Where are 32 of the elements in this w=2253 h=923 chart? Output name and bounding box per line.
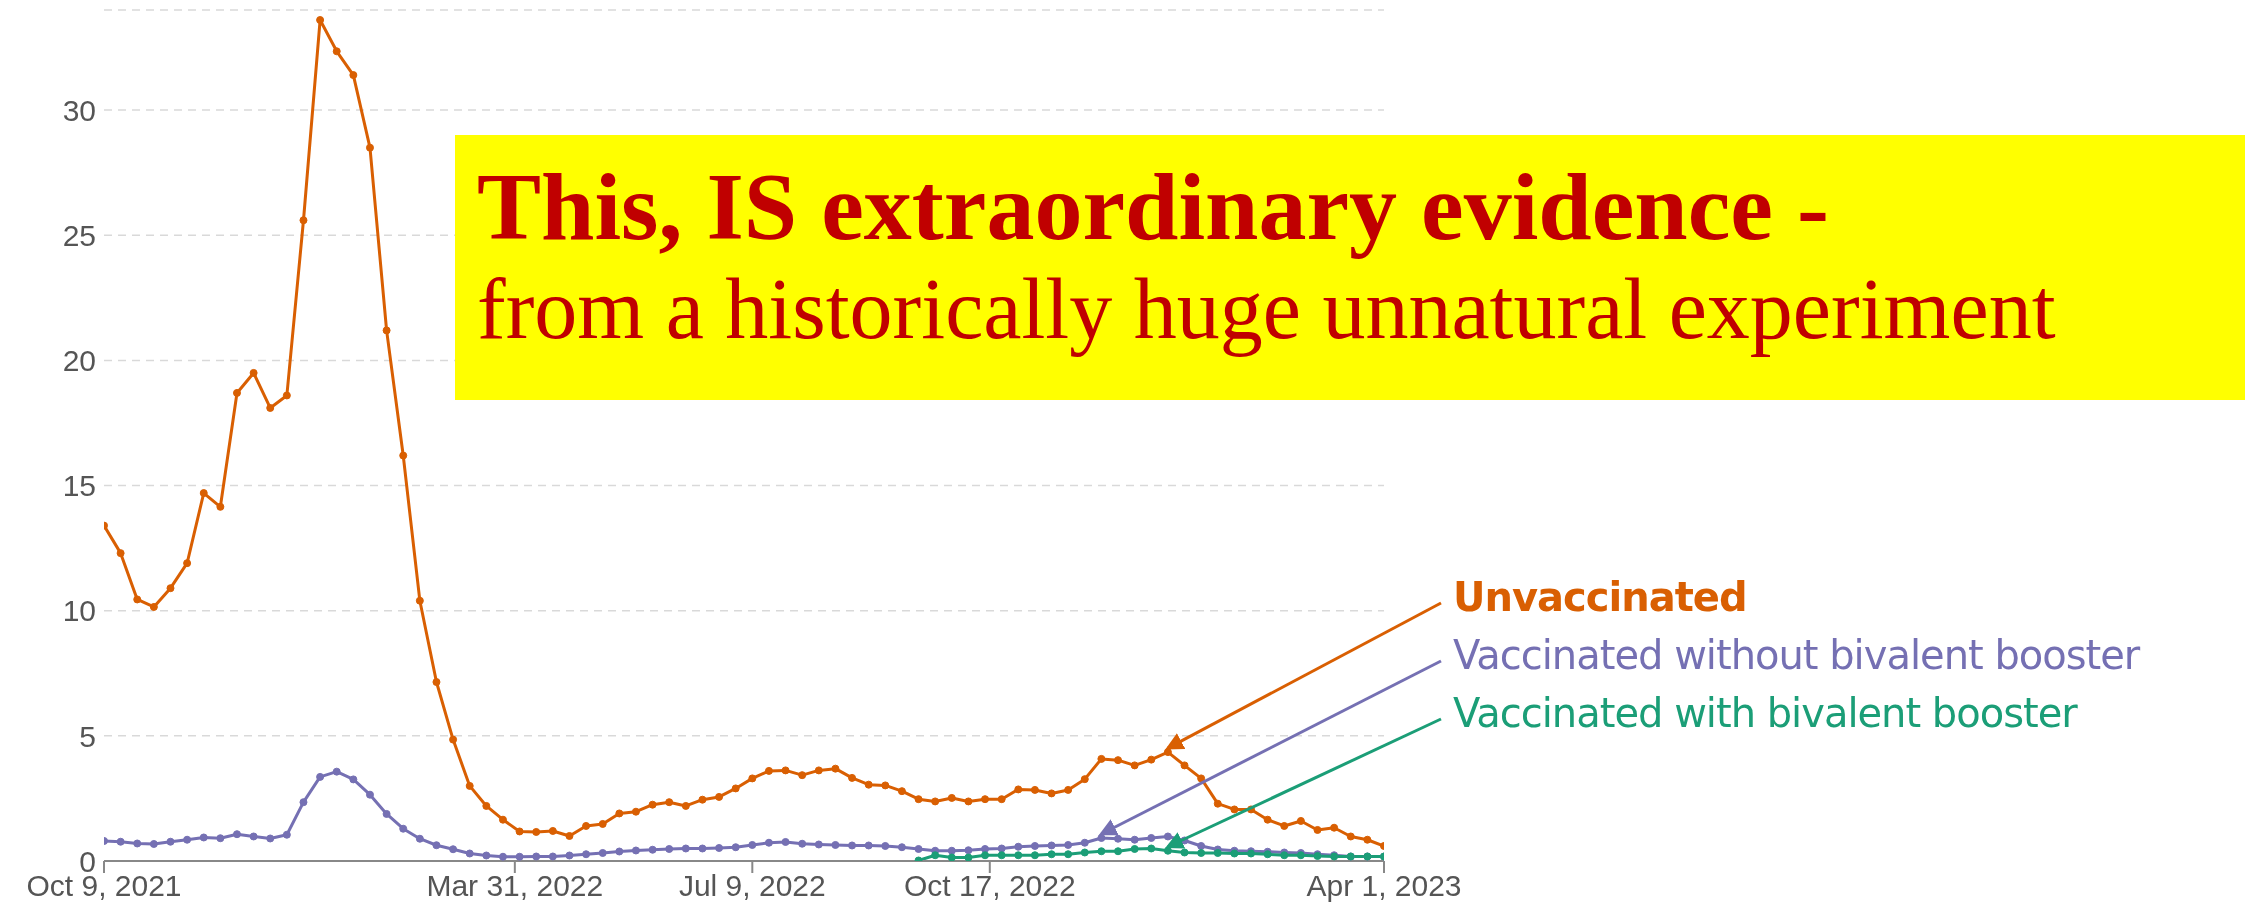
point xyxy=(1197,848,1206,857)
point xyxy=(1064,850,1073,859)
x-tick-label: Oct 17, 2022 xyxy=(903,869,1076,903)
y-tick-label: 30 xyxy=(62,93,96,127)
x-tick-label: Jul 9, 2022 xyxy=(678,869,826,903)
point xyxy=(997,851,1006,860)
x-tick-label: Apr 1, 2023 xyxy=(1306,869,1462,903)
point xyxy=(947,853,956,861)
text: Unvaccinated xyxy=(1453,573,1748,622)
text: Vaccinated without bivalent booster xyxy=(1453,631,2140,680)
point xyxy=(931,851,940,860)
y-tick-label: 25 xyxy=(62,218,96,252)
point xyxy=(1130,844,1139,853)
point xyxy=(1097,847,1106,856)
y-tick-label: 20 xyxy=(62,344,96,378)
point xyxy=(981,851,990,860)
y-tick-label: 15 xyxy=(62,469,96,503)
point xyxy=(1163,846,1172,855)
annotation: This, IS extraordinary evidence - xyxy=(477,153,1830,261)
point xyxy=(1047,850,1056,859)
point xyxy=(1080,848,1089,857)
y-tick-label: 5 xyxy=(79,719,96,753)
point xyxy=(1147,844,1156,853)
x-tick-label: Mar 31, 2022 xyxy=(426,869,604,903)
point xyxy=(1180,848,1189,857)
point xyxy=(1030,851,1039,860)
point xyxy=(964,853,973,861)
point xyxy=(1114,847,1123,856)
y-tick-label: 10 xyxy=(62,594,96,628)
point xyxy=(1014,851,1023,860)
annotation: from a historically huge unnatural experiment xyxy=(477,260,2057,357)
text: Vaccinated with bivalent booster xyxy=(1453,689,2079,738)
